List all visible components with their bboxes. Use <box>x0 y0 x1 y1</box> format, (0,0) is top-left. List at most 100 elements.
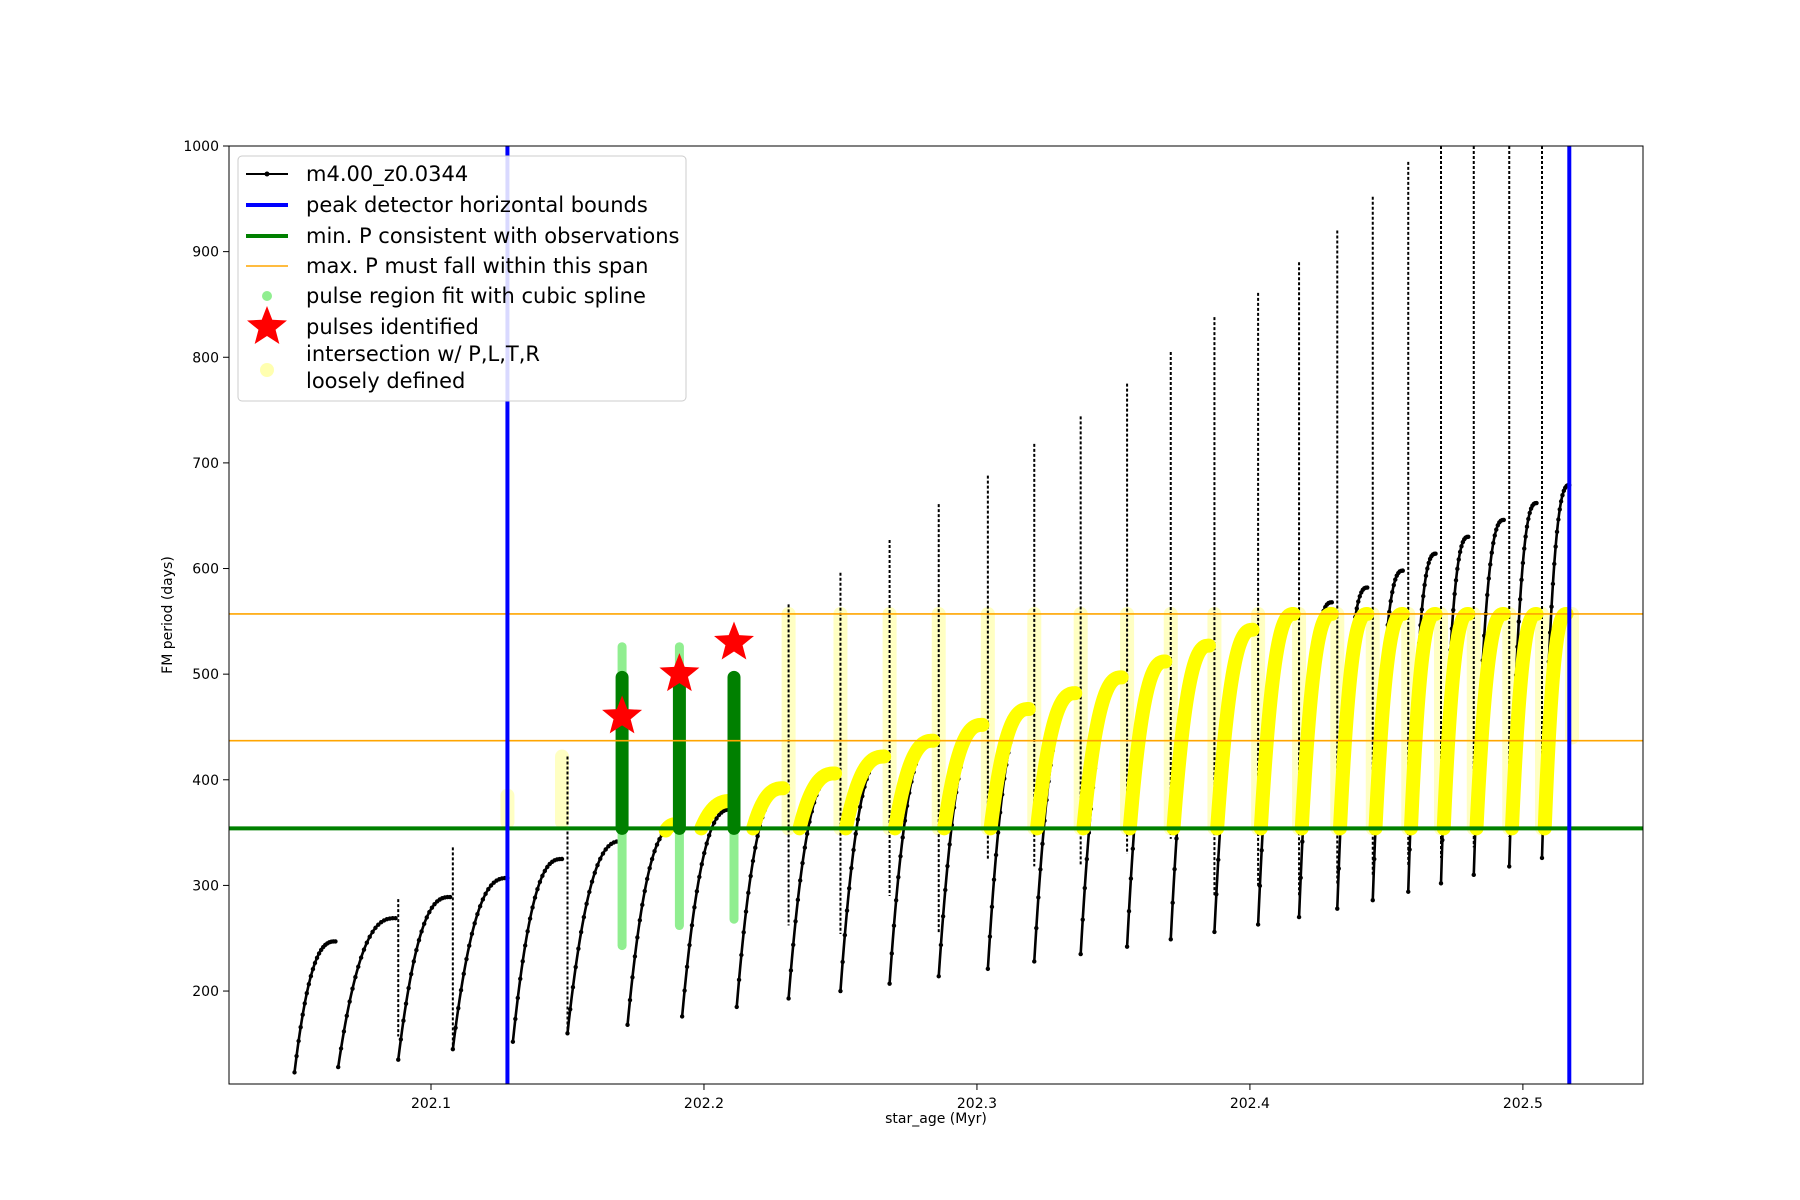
intersection-arch-12 <box>1210 622 1260 836</box>
track-marker-0-24 <box>316 951 322 956</box>
track-marker-5-2 <box>568 1007 573 1012</box>
track-marker-7-0 <box>679 1014 685 1019</box>
track-marker-2-8 <box>406 985 411 991</box>
track-marker-5-8 <box>576 946 581 951</box>
track-marker-14-0 <box>1032 959 1037 964</box>
intersection-arch-20 <box>1504 606 1544 836</box>
track-marker-10-16 <box>855 817 861 822</box>
y-tick-label-0: 200 <box>192 984 219 1000</box>
legend-label-6: intersection w/ P,L,T,R <box>306 342 540 366</box>
track-marker-0-12 <box>304 991 309 996</box>
track-marker-4-0 <box>510 1039 516 1044</box>
track-marker-24-20 <box>1452 591 1457 597</box>
track-marker-3-24 <box>483 891 488 897</box>
track-marker-21-28 <box>1356 599 1361 604</box>
track-marker-6-20 <box>649 856 655 862</box>
track-marker-0-40 <box>333 939 338 944</box>
track-marker-8-6 <box>741 930 746 935</box>
track-marker-18-4 <box>1216 857 1221 862</box>
track-marker-24-24 <box>1455 566 1460 572</box>
track-marker-21-0 <box>1335 906 1340 911</box>
intersection-arch-18 <box>1436 606 1476 836</box>
track-marker-12-4 <box>940 914 946 919</box>
track-marker-8-4 <box>739 952 744 958</box>
track-marker-6-18 <box>647 866 652 871</box>
track-marker-0-8 <box>300 1012 305 1017</box>
track-marker-23-40 <box>1433 551 1438 556</box>
track-marker-3-12 <box>467 943 472 948</box>
track-marker-1-8 <box>347 999 352 1004</box>
track-marker-2-18 <box>419 929 424 934</box>
y-tick-label-2: 400 <box>192 773 219 789</box>
track-marker-6-26 <box>657 837 662 842</box>
intersection-arch-9 <box>1076 670 1129 836</box>
track-marker-8-10 <box>746 890 751 896</box>
track-marker-14-4 <box>1036 895 1041 900</box>
track-marker-5-28 <box>603 847 608 852</box>
legend-label-6-line2: loosely defined <box>306 369 465 393</box>
track-marker-7-28 <box>714 816 719 821</box>
track-marker-2-0 <box>396 1057 401 1062</box>
track-marker-5-12 <box>581 914 587 920</box>
track-marker-2-6 <box>403 1001 409 1006</box>
track-marker-17-0 <box>1168 937 1173 942</box>
track-marker-9-0 <box>786 996 791 1001</box>
track-marker-6-4 <box>630 975 635 980</box>
legend-label-3: max. P must fall within this span <box>306 254 648 278</box>
track-marker-7-26 <box>711 820 717 826</box>
track-marker-3-10 <box>464 956 469 962</box>
x-tick-label-3: 202.4 <box>1230 1096 1270 1112</box>
legend-handle-marker-0 <box>264 171 270 177</box>
track-marker-8-14 <box>750 858 756 864</box>
track-marker-23-28 <box>1425 566 1430 571</box>
track-marker-0-22 <box>314 955 320 961</box>
track-marker-24-30 <box>1459 544 1464 549</box>
track-marker-23-0 <box>1406 889 1411 894</box>
track-marker-1-4 <box>341 1029 347 1034</box>
track-marker-27-22 <box>1554 529 1560 535</box>
track-marker-5-6 <box>573 964 578 970</box>
track-marker-24-28 <box>1457 549 1463 555</box>
y-tick-label-1: 300 <box>192 878 219 894</box>
track-marker-20-40 <box>1329 600 1335 605</box>
intersection-arch-3 <box>792 766 842 836</box>
track-marker-9-4 <box>791 942 796 947</box>
track-marker-25-40 <box>1501 517 1506 523</box>
track-marker-1-12 <box>353 974 358 980</box>
intersection-arch-8 <box>1030 686 1083 836</box>
track-marker-1-16 <box>358 955 364 960</box>
y-tick-label-6: 800 <box>192 350 219 366</box>
track-marker-4-10 <box>522 943 528 948</box>
track-marker-14-6 <box>1038 867 1043 872</box>
track-marker-10-0 <box>838 988 843 994</box>
intersection-arch-16 <box>1368 606 1410 836</box>
track-marker-1-10 <box>350 986 355 991</box>
track-marker-13-4 <box>989 904 995 910</box>
track-marker-7-22 <box>706 833 712 838</box>
track-marker-3-6 <box>458 987 464 993</box>
track-marker-6-12 <box>640 902 645 908</box>
track-marker-15-4 <box>1082 885 1087 891</box>
track-marker-11-14 <box>902 818 908 823</box>
track-marker-8-18 <box>755 833 760 839</box>
track-marker-5-22 <box>595 862 600 868</box>
track-marker-11-10 <box>898 854 903 859</box>
track-marker-2-14 <box>414 947 419 953</box>
track-marker-4-2 <box>513 1016 518 1022</box>
track-marker-2-24 <box>427 909 432 915</box>
track-marker-25-18 <box>1485 592 1490 598</box>
x-tick-label-1: 202.2 <box>684 1096 724 1112</box>
track-marker-2-2 <box>398 1037 404 1042</box>
track-marker-27-30 <box>1560 493 1565 498</box>
track-marker-20-0 <box>1296 914 1302 920</box>
track-marker-23-30 <box>1426 560 1431 566</box>
track-marker-14-8 <box>1040 841 1045 847</box>
track-marker-16-6 <box>1130 846 1136 851</box>
track-marker-22-30 <box>1393 577 1398 582</box>
track-marker-11-6 <box>893 898 899 903</box>
track-marker-6-8 <box>635 935 640 940</box>
track-marker-12-8 <box>945 863 950 869</box>
track-marker-5-14 <box>584 901 589 906</box>
track-marker-8-16 <box>753 845 758 850</box>
